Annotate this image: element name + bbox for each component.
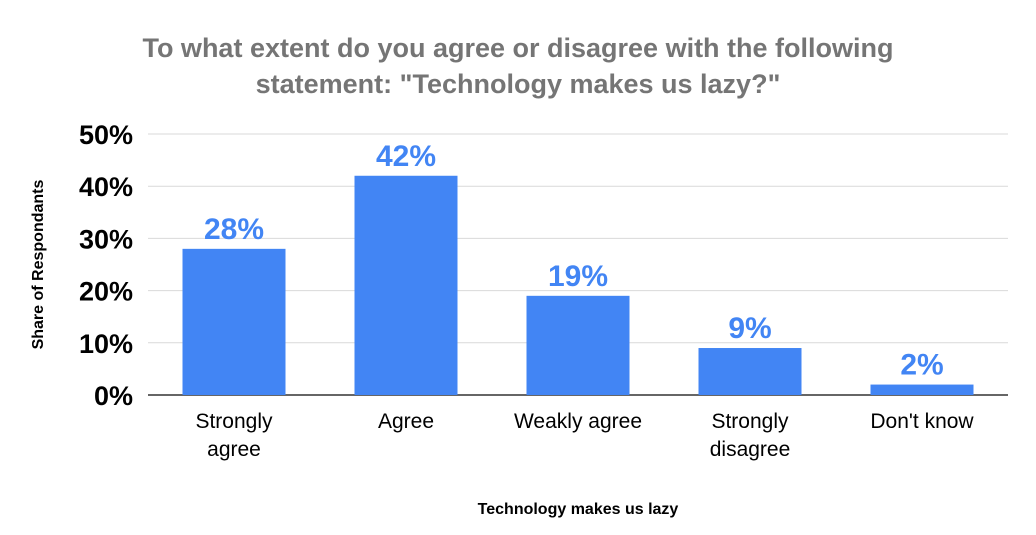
data-labels: 28% 42% 19% 9% 2% xyxy=(204,140,944,382)
x-category-label: disagree xyxy=(710,438,791,461)
bar xyxy=(354,175,458,395)
y-tick-label: 0% xyxy=(94,381,133,411)
chart-title-line-2: statement: "Technology makes us lazy?" xyxy=(255,69,781,99)
y-axis-title: Share of Respondants xyxy=(30,180,47,350)
bar xyxy=(698,348,802,395)
x-axis-categories: Strongly agree Agree Weakly agree Strongly di… xyxy=(195,410,974,461)
chart-title: To what extent do you agree or disagree … xyxy=(0,30,1036,102)
x-axis-title: Technology makes us lazy xyxy=(478,501,679,518)
y-tick-label: 30% xyxy=(79,224,133,254)
bars xyxy=(182,175,974,395)
data-label: 28% xyxy=(204,213,264,246)
y-tick-label: 10% xyxy=(79,329,133,359)
x-category-label: agree xyxy=(207,438,261,461)
y-tick-label: 50% xyxy=(79,120,133,150)
data-label: 9% xyxy=(728,312,771,345)
bar xyxy=(526,295,630,395)
bar xyxy=(870,384,974,395)
x-category-label: Agree xyxy=(378,410,434,433)
x-category-label: Strongly xyxy=(195,410,273,433)
x-category-label: Strongly xyxy=(711,410,789,433)
y-tick-label: 20% xyxy=(79,277,133,307)
x-category-label: Don't know xyxy=(870,410,974,433)
y-axis-ticks: 0% 10% 20% 30% 40% 50% xyxy=(79,120,133,411)
data-label: 42% xyxy=(376,140,436,173)
x-category-label: Weakly agree xyxy=(514,410,642,433)
data-label: 19% xyxy=(548,260,608,293)
data-label: 2% xyxy=(900,349,943,382)
bar xyxy=(182,248,286,395)
chart-title-line-1: To what extent do you agree or disagree … xyxy=(142,33,894,63)
y-tick-label: 40% xyxy=(79,172,133,202)
